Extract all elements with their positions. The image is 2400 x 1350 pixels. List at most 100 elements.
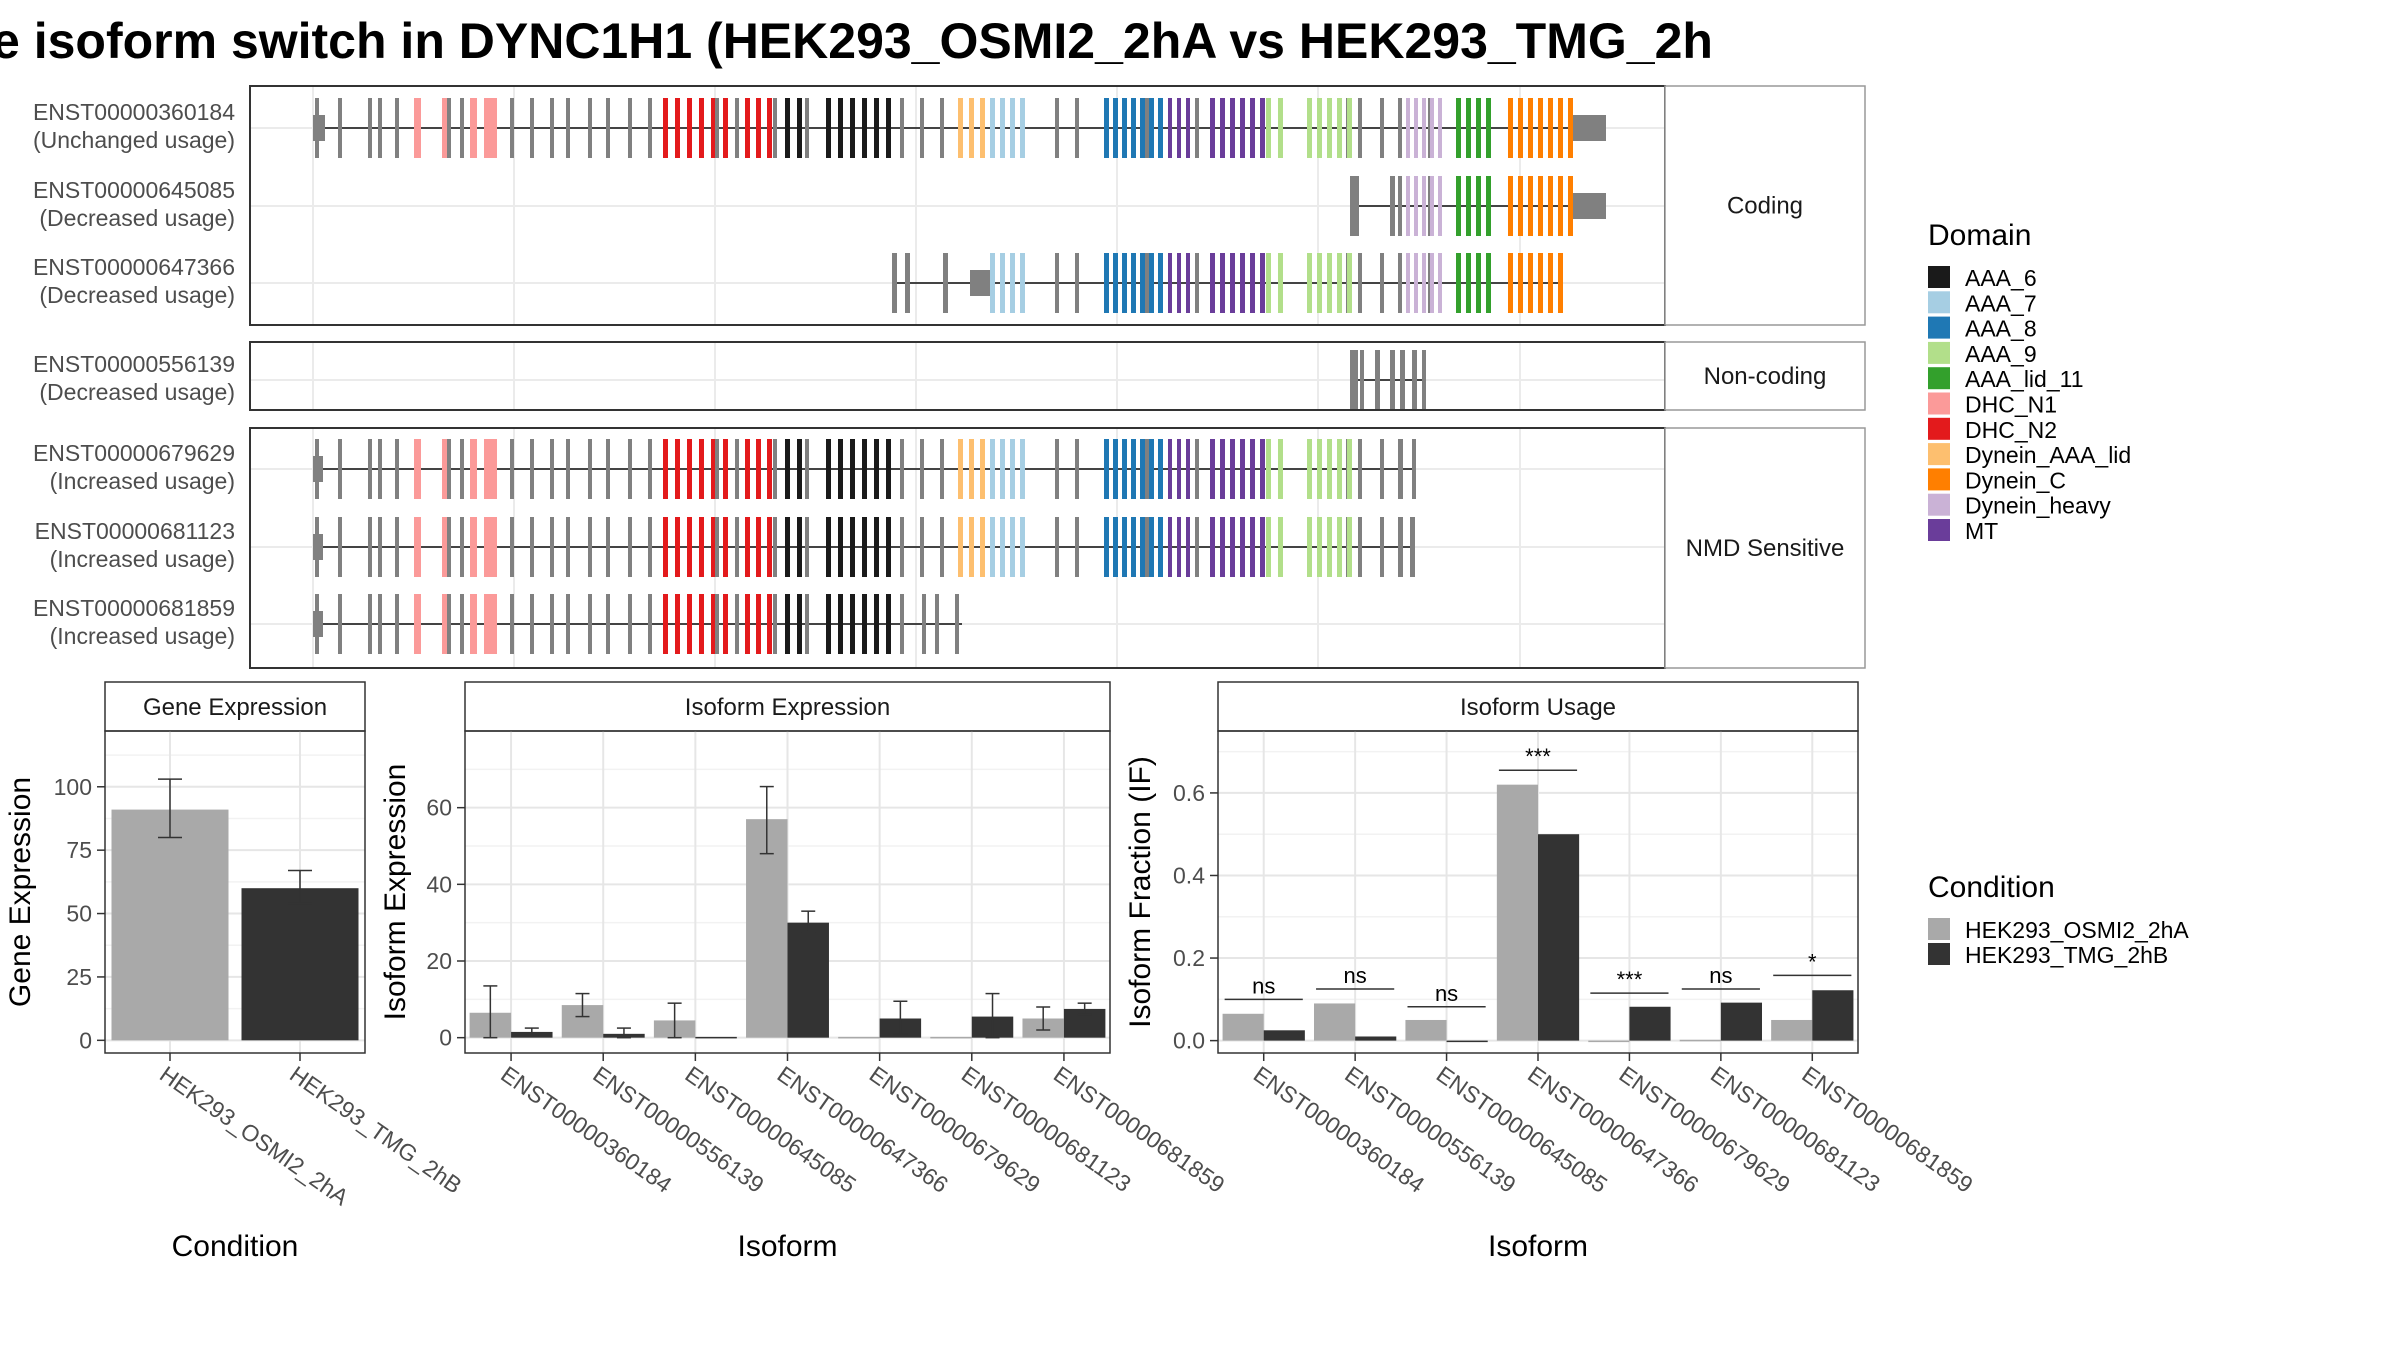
- exon: [715, 594, 719, 654]
- transcript-id-label: ENST00000681859: [33, 595, 235, 621]
- domain-exon: [838, 517, 843, 577]
- exon: [530, 98, 534, 158]
- exon: [943, 253, 948, 313]
- domain-exon: [797, 594, 802, 654]
- domain-exon: [1422, 253, 1426, 313]
- domain-exon: [1422, 176, 1426, 236]
- legend-label: AAA_6: [1965, 265, 2037, 291]
- domain-exon: [990, 439, 995, 499]
- domain-exon: [675, 439, 680, 499]
- domain-exon: [1406, 253, 1410, 313]
- transcript-model: [313, 98, 1606, 158]
- domain-exon: [1020, 517, 1025, 577]
- domain-exon: [1010, 439, 1015, 499]
- transcript-id-label: ENST00000645085: [33, 177, 235, 203]
- domain-exon: [1020, 439, 1025, 499]
- domain-exon: [1140, 517, 1145, 577]
- domain-exon: [1438, 98, 1442, 158]
- x-tick-label: ENST00000556139: [1340, 1061, 1520, 1198]
- domain-exon: [1414, 98, 1418, 158]
- transcript-id-label: ENST00000556139: [33, 351, 235, 377]
- domain-exon: [1000, 439, 1005, 499]
- x-axis-title: Isoform: [1488, 1230, 1588, 1263]
- domain-exon: [1518, 253, 1523, 313]
- bar: [1588, 1040, 1630, 1043]
- domain-exon: [990, 253, 995, 313]
- domain-exon: [1186, 517, 1190, 577]
- domain-exon: [1149, 517, 1154, 577]
- domain-exon: [1438, 253, 1442, 313]
- domain-exon: [711, 439, 716, 499]
- bar-charts: Gene Expression0255075100HEK293_OSMI2_2h…: [4, 681, 1978, 1263]
- chart-3: Isoform Usage ns ns ns *** *** ns * 0.0 0.2 0.4 0.6…: [1124, 681, 1978, 1263]
- domain-exon: [1327, 439, 1332, 499]
- domain-exon: [1186, 98, 1190, 158]
- y-axis-title: Isoform Fraction (IF): [1124, 756, 1157, 1028]
- exon: [315, 439, 319, 499]
- x-axis-title: Condition: [172, 1230, 299, 1263]
- domain-exon: [470, 439, 477, 499]
- legend-label: MT: [1965, 518, 1998, 544]
- domain-exon: [663, 439, 668, 499]
- exon: [368, 98, 372, 158]
- domain-exon: [874, 98, 879, 158]
- exon: [588, 98, 592, 158]
- transcript-model: [892, 253, 1563, 313]
- domain-exon: [785, 517, 790, 577]
- domain-exon: [756, 594, 761, 654]
- domain-exon: [767, 517, 772, 577]
- exon: [1075, 253, 1079, 313]
- domain-exon: [1140, 98, 1145, 158]
- domain-exon: [723, 98, 728, 158]
- exon: [395, 517, 399, 577]
- domain-exon: [1149, 98, 1154, 158]
- y-tick-label: 0.4: [1173, 862, 1205, 888]
- significance-label: ns: [1344, 963, 1367, 988]
- legend-swatch: [1928, 943, 1950, 965]
- domain-exon: [874, 594, 879, 654]
- domain-exon: [1422, 98, 1426, 158]
- domain-exon: [1430, 253, 1434, 313]
- domain-exon: [484, 439, 497, 499]
- domain-exon: [1250, 517, 1255, 577]
- domain-exon: [1010, 253, 1015, 313]
- legend-label: Dynein_AAA_lid: [1965, 442, 2131, 468]
- domain-exon: [1558, 176, 1563, 236]
- domain-exon: [1327, 517, 1332, 577]
- domain-exon: [1347, 253, 1352, 313]
- domain-exon: [886, 439, 891, 499]
- exon: [735, 594, 739, 654]
- domain-exon: [958, 98, 963, 158]
- domain-exon: [850, 439, 855, 499]
- x-tick-label: ENST00000647366: [1523, 1061, 1703, 1198]
- strip-background: [1664, 341, 1866, 411]
- exon: [805, 439, 809, 499]
- exon: [805, 517, 809, 577]
- x-tick-label: ENST00000556139: [588, 1061, 768, 1198]
- exon: [447, 98, 451, 158]
- bar: [1355, 1036, 1397, 1041]
- exon: [1398, 176, 1402, 236]
- legend-label: AAA_9: [1965, 341, 2037, 367]
- exon: [566, 98, 570, 158]
- bar: [838, 1036, 880, 1039]
- domain-exon: [1430, 98, 1434, 158]
- exon: [715, 517, 719, 577]
- exon: [773, 517, 777, 577]
- domain-exon: [1240, 253, 1245, 313]
- bar: [787, 922, 829, 1038]
- domain-exon: [442, 439, 449, 499]
- x-tick-label: ENST00000360184: [496, 1061, 677, 1198]
- domain-exon: [756, 98, 761, 158]
- domain-exon: [1104, 253, 1109, 313]
- exon: [530, 594, 534, 654]
- legend-label: DHC_N2: [1965, 417, 2057, 443]
- domain-exon: [1278, 517, 1283, 577]
- exon: [940, 517, 944, 577]
- exon: [338, 594, 342, 654]
- domain-exon: [1568, 176, 1573, 236]
- domain-exon: [838, 594, 843, 654]
- transcript-model: [313, 594, 962, 654]
- y-tick-label: 50: [66, 901, 92, 927]
- bar: [1263, 1030, 1305, 1041]
